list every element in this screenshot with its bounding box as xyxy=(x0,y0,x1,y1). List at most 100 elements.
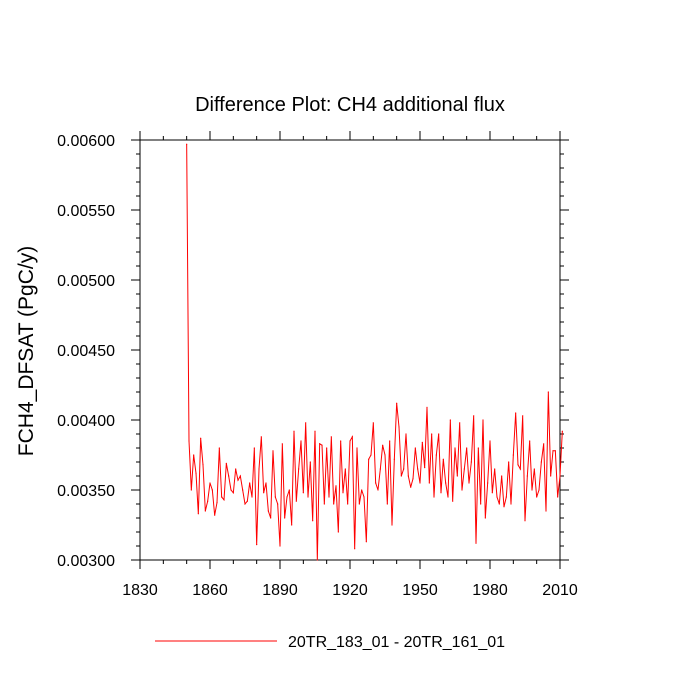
data-point xyxy=(505,496,507,498)
data-point xyxy=(267,510,269,512)
data-point xyxy=(249,482,251,484)
data-point xyxy=(323,503,325,505)
y-tick-label: 0.00550 xyxy=(57,203,115,220)
chart-title: Difference Plot: CH4 additional flux xyxy=(195,94,505,116)
data-point xyxy=(550,475,552,477)
data-point xyxy=(288,489,290,491)
data-point xyxy=(547,391,549,393)
data-point xyxy=(449,419,451,421)
data-point xyxy=(508,461,510,463)
data-point xyxy=(487,482,489,484)
data-point xyxy=(302,492,304,494)
data-point xyxy=(482,419,484,421)
data-point xyxy=(489,440,491,442)
y-tick-label: 0.00500 xyxy=(57,273,115,290)
data-point xyxy=(466,447,468,449)
data-point xyxy=(517,464,519,466)
legend-label: 20TR_183_01 - 20TR_161_01 xyxy=(288,634,505,651)
data-point xyxy=(400,475,402,477)
data-point xyxy=(363,496,365,498)
y-tick-label: 0.00400 xyxy=(57,413,115,430)
data-point xyxy=(512,454,514,456)
data-point xyxy=(519,468,521,470)
data-point xyxy=(503,506,505,508)
data-point xyxy=(351,436,353,438)
data-point xyxy=(235,468,237,470)
data-point xyxy=(375,482,377,484)
data-point xyxy=(421,441,423,443)
data-point xyxy=(319,443,321,445)
data-point xyxy=(260,436,262,438)
data-point xyxy=(386,503,388,505)
data-point xyxy=(190,489,192,491)
data-point xyxy=(230,489,232,491)
data-point xyxy=(307,496,309,498)
x-tick-label: 1920 xyxy=(332,582,368,599)
data-point xyxy=(389,440,391,442)
data-point xyxy=(412,478,414,480)
data-point xyxy=(340,440,342,442)
data-point xyxy=(347,503,349,505)
data-point xyxy=(204,510,206,512)
data-point xyxy=(370,454,372,456)
data-point xyxy=(531,489,533,491)
data-point xyxy=(211,489,213,491)
y-tick-label: 0.00350 xyxy=(57,483,115,500)
data-point xyxy=(316,559,318,561)
data-point xyxy=(253,447,255,449)
data-point xyxy=(197,513,199,515)
data-point xyxy=(515,412,517,414)
data-point xyxy=(209,482,211,484)
data-point xyxy=(536,496,538,498)
data-point xyxy=(419,482,421,484)
x-tick-label: 1980 xyxy=(472,582,508,599)
data-point xyxy=(407,475,409,477)
data-point xyxy=(246,500,248,502)
data-point xyxy=(286,496,288,498)
data-point xyxy=(377,489,379,491)
data-point xyxy=(365,541,367,543)
data-point xyxy=(330,436,332,438)
data-point xyxy=(274,496,276,498)
data-point xyxy=(442,458,444,460)
data-point xyxy=(510,503,512,505)
data-point xyxy=(242,489,244,491)
data-point xyxy=(522,415,524,417)
data-point xyxy=(244,503,246,505)
data-point xyxy=(272,450,274,452)
data-point xyxy=(552,450,554,452)
data-point xyxy=(454,447,456,449)
data-point xyxy=(251,496,253,498)
data-point xyxy=(470,461,472,463)
data-point xyxy=(424,467,426,469)
data-point xyxy=(496,496,498,498)
data-point xyxy=(545,510,547,512)
data-point xyxy=(337,531,339,533)
data-point xyxy=(379,468,381,470)
data-point xyxy=(440,492,442,494)
data-point xyxy=(314,430,316,432)
x-tick-label: 1890 xyxy=(262,582,298,599)
data-point xyxy=(526,475,528,477)
data-point xyxy=(223,499,225,501)
data-point xyxy=(195,472,197,474)
data-point xyxy=(433,496,435,498)
data-point xyxy=(533,468,535,470)
data-point xyxy=(417,468,419,470)
data-point xyxy=(529,440,531,442)
data-point xyxy=(524,520,526,522)
data-point xyxy=(188,440,190,442)
data-point xyxy=(414,447,416,449)
data-point xyxy=(214,514,216,516)
data-point xyxy=(277,503,279,505)
data-point xyxy=(426,406,428,408)
legend: 20TR_183_01 - 20TR_161_01 xyxy=(155,634,505,651)
data-point xyxy=(281,443,283,445)
data-point xyxy=(461,489,463,491)
data-point xyxy=(239,475,241,477)
y-minor-ticks xyxy=(136,153,564,547)
data-point xyxy=(228,475,230,477)
data-point xyxy=(356,447,358,449)
data-point xyxy=(326,447,328,449)
y-tick-label: 0.00600 xyxy=(57,133,115,150)
